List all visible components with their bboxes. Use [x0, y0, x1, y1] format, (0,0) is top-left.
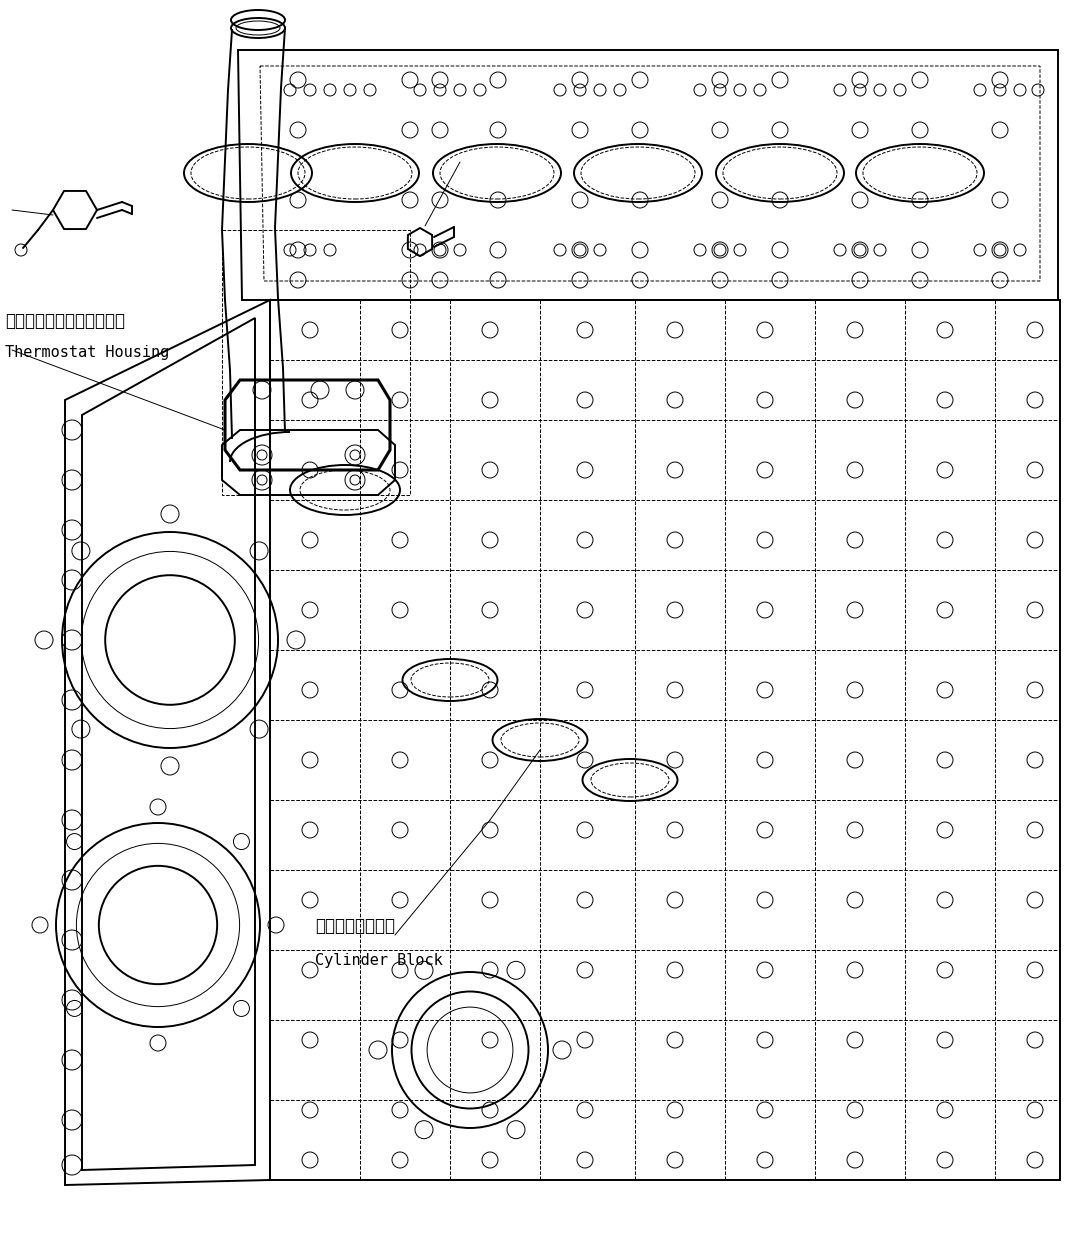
Text: サーモスタットハウジング: サーモスタットハウジング — [5, 311, 125, 330]
Text: Cylinder Block: Cylinder Block — [315, 953, 443, 968]
Text: Thermostat Housing: Thermostat Housing — [5, 345, 170, 360]
Text: シリンダブロック: シリンダブロック — [315, 917, 395, 934]
